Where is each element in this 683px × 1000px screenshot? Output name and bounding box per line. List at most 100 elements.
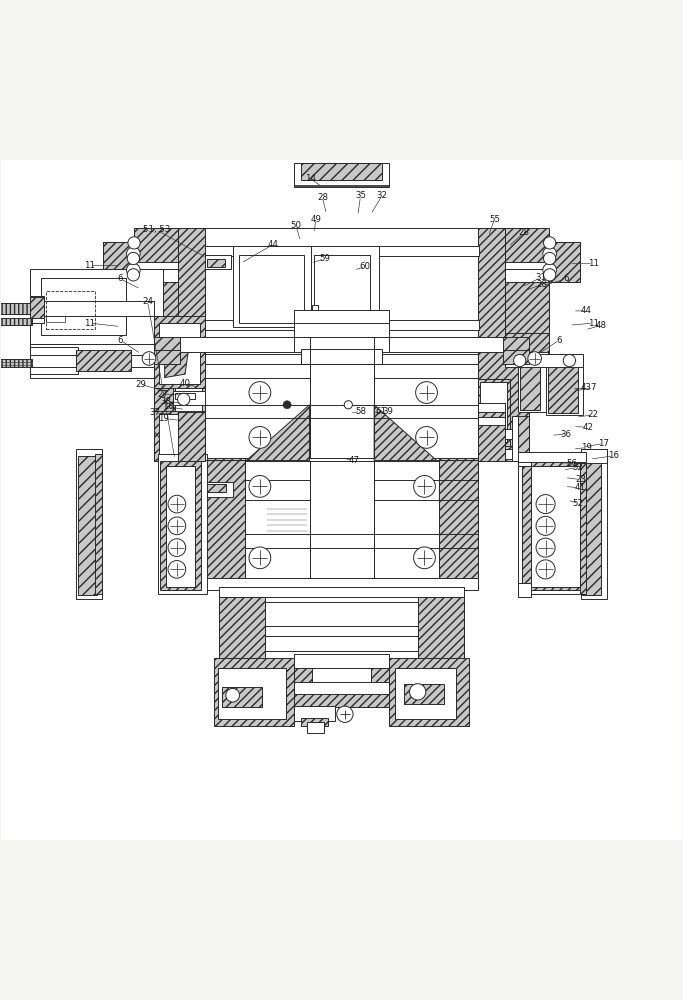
Bar [134,262,548,269]
Polygon shape [374,405,477,461]
Bar [389,658,469,726]
Bar [518,454,531,466]
Text: 19: 19 [581,443,591,452]
Bar [214,658,294,726]
Bar [207,259,225,267]
Bar [206,458,245,582]
Bar [30,347,78,374]
Bar [518,361,546,412]
Circle shape [126,263,140,277]
Text: 22: 22 [587,410,599,419]
Text: 56: 56 [566,459,577,468]
Bar [294,682,389,697]
Text: 6: 6 [557,336,562,345]
Circle shape [283,401,291,409]
Bar [30,297,44,318]
Bar [438,458,478,582]
Bar [491,449,512,459]
Text: 41: 41 [574,483,585,492]
Bar [301,718,328,726]
Bar [309,461,374,578]
Circle shape [543,247,557,261]
Bar [548,357,579,413]
Polygon shape [165,345,189,378]
Circle shape [514,354,526,367]
Circle shape [168,539,186,556]
Circle shape [168,517,186,535]
Text: 39: 39 [382,407,393,416]
Bar [154,350,180,364]
Bar [178,228,505,337]
Text: 28: 28 [537,280,548,289]
Bar [477,337,529,461]
Bar [30,269,163,344]
Bar [404,684,443,704]
Text: 43: 43 [581,383,592,392]
Bar [314,255,370,323]
Bar [189,456,206,473]
Bar [233,246,311,327]
Circle shape [536,495,555,514]
Text: 19: 19 [158,414,169,423]
Bar [531,466,580,587]
Circle shape [344,401,352,409]
Bar [160,461,201,590]
Circle shape [226,688,240,702]
Bar [206,246,479,256]
Bar [159,414,200,456]
Bar [477,379,510,446]
Bar [182,458,206,466]
Bar [154,337,529,461]
Text: 59: 59 [319,254,330,263]
Circle shape [563,354,576,367]
Text: 61: 61 [376,407,387,416]
Bar [219,597,464,658]
Bar [134,333,178,364]
Bar [311,305,318,325]
Circle shape [249,382,270,403]
Text: 48: 48 [596,321,607,330]
Bar [103,242,182,282]
Bar [30,301,154,316]
Bar [154,337,180,352]
Circle shape [544,269,556,281]
Circle shape [168,495,186,513]
Bar [219,587,464,601]
Bar [301,349,382,364]
Text: 14: 14 [305,174,316,183]
Bar [175,393,195,399]
Text: 52: 52 [573,499,584,508]
Bar [103,242,141,282]
Circle shape [249,476,270,497]
Circle shape [416,382,437,403]
Bar [134,352,548,364]
Bar [154,316,206,388]
Polygon shape [154,412,206,459]
Bar [30,355,154,367]
Bar [501,242,580,282]
Bar [0,318,32,325]
Bar [583,456,601,595]
Text: 51, 53: 51, 53 [143,225,170,234]
Circle shape [416,427,437,448]
Bar [479,382,507,442]
Bar [505,354,583,367]
Bar [294,310,389,337]
Bar [245,461,438,578]
Text: 27: 27 [158,390,169,399]
Bar [206,458,477,582]
Text: 60: 60 [360,262,371,271]
Text: 11: 11 [84,319,96,328]
Circle shape [544,237,556,249]
Bar [581,449,607,599]
Bar [206,337,477,354]
Text: 7: 7 [590,383,596,392]
Circle shape [127,252,139,265]
Polygon shape [206,405,309,461]
Bar [311,246,379,327]
Text: 50: 50 [290,221,301,230]
Bar [546,354,583,415]
Bar [0,359,32,367]
Text: 32: 32 [377,191,388,200]
Bar [76,350,130,371]
